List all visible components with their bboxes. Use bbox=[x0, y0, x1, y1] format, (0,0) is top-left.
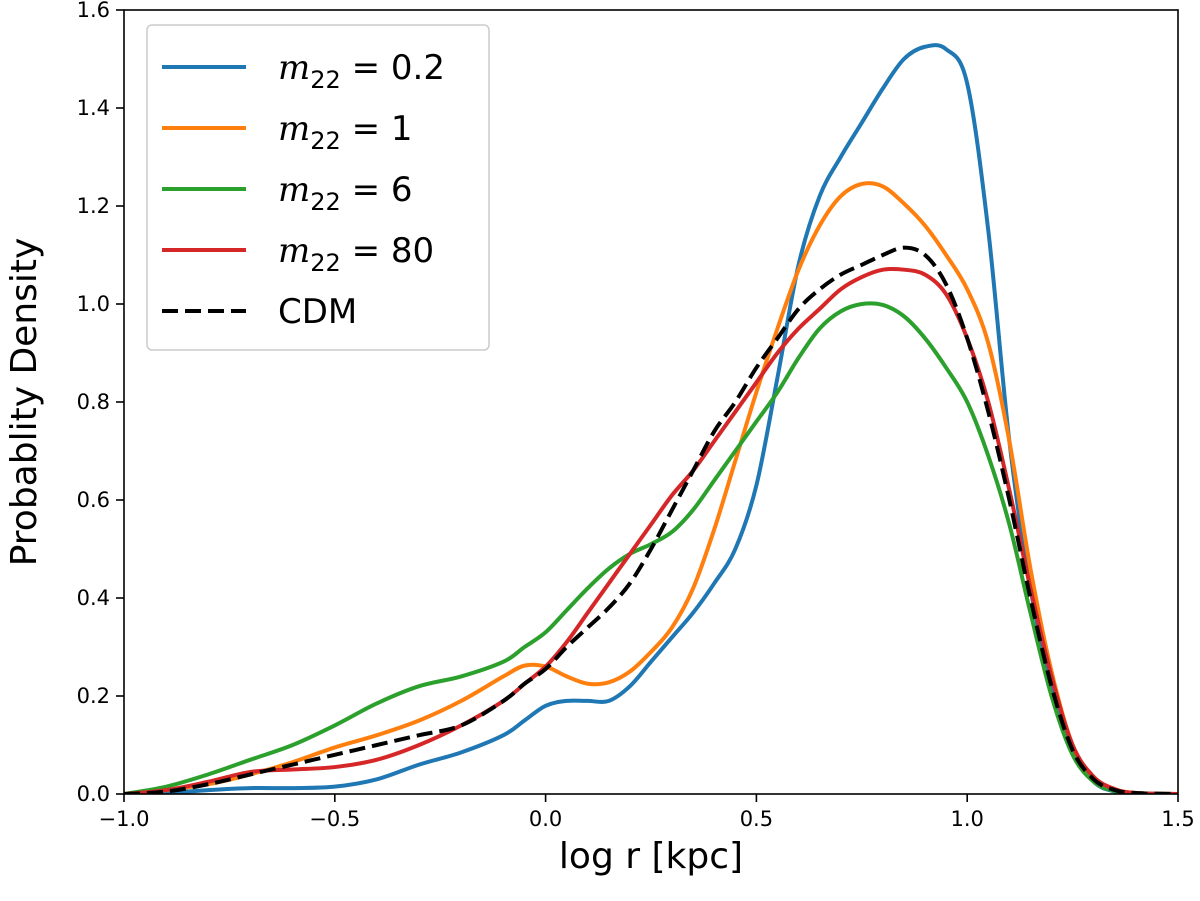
y-tick-label: 1.0 bbox=[77, 292, 110, 316]
legend-subscript: 22 bbox=[310, 127, 341, 155]
series-line-2 bbox=[124, 301, 1178, 794]
y-tick-label: 0.6 bbox=[77, 488, 110, 512]
y-axis: 0.0 0.2 0.4 0.6 0.8 1.0 1.2 1.4 1.6 bbox=[77, 0, 124, 806]
x-tick-label: 1.0 bbox=[950, 807, 983, 831]
legend-value: = 6 bbox=[341, 170, 413, 210]
legend-subscript: 22 bbox=[310, 188, 341, 216]
legend-label-4: CDM bbox=[278, 292, 357, 332]
legend-label-1: m22 = 1 bbox=[278, 109, 413, 155]
y-tick-label: 1.2 bbox=[77, 194, 110, 218]
legend-value: = 80 bbox=[341, 231, 434, 271]
y-tick-label: 0.4 bbox=[77, 586, 110, 610]
series-line-4 bbox=[124, 245, 1178, 794]
legend-label-3: m22 = 80 bbox=[278, 231, 434, 277]
series-line-0 bbox=[124, 43, 1178, 794]
legend-subscript: 22 bbox=[310, 249, 341, 277]
y-tick-label: 0.8 bbox=[77, 390, 110, 414]
legend-var: m bbox=[278, 231, 310, 271]
series-line-1 bbox=[124, 181, 1178, 794]
y-tick-label: 0.0 bbox=[77, 782, 110, 806]
series-line-3 bbox=[124, 266, 1178, 794]
legend-value: CDM bbox=[278, 292, 357, 332]
y-tick-label: 1.4 bbox=[77, 96, 110, 120]
x-tick-label: 0.5 bbox=[740, 807, 773, 831]
legend-value: = 1 bbox=[341, 109, 413, 149]
series-lines bbox=[124, 43, 1178, 794]
y-tick-label: 0.2 bbox=[77, 684, 110, 708]
legend-var: m bbox=[278, 170, 310, 210]
legend-var: m bbox=[278, 48, 310, 88]
x-axis: −1.0 −0.5 0.0 0.5 1.0 1.5 bbox=[99, 794, 1195, 831]
x-tick-label: −1.0 bbox=[99, 807, 150, 831]
legend-var: m bbox=[278, 109, 310, 149]
y-axis-label: Probablity Density bbox=[4, 238, 45, 567]
x-tick-label: −0.5 bbox=[309, 807, 360, 831]
legend-box bbox=[146, 24, 490, 351]
legend-subscript: 22 bbox=[310, 66, 341, 94]
x-tick-label: 1.5 bbox=[1161, 807, 1194, 831]
legend-value: = 0.2 bbox=[341, 48, 445, 88]
y-tick-label: 1.6 bbox=[77, 0, 110, 22]
x-tick-label: 0.0 bbox=[529, 807, 562, 831]
legend-label-0: m22 = 0.2 bbox=[278, 48, 445, 94]
legend-label-2: m22 = 6 bbox=[278, 170, 413, 216]
x-axis-label: log r [kpc] bbox=[559, 836, 743, 877]
